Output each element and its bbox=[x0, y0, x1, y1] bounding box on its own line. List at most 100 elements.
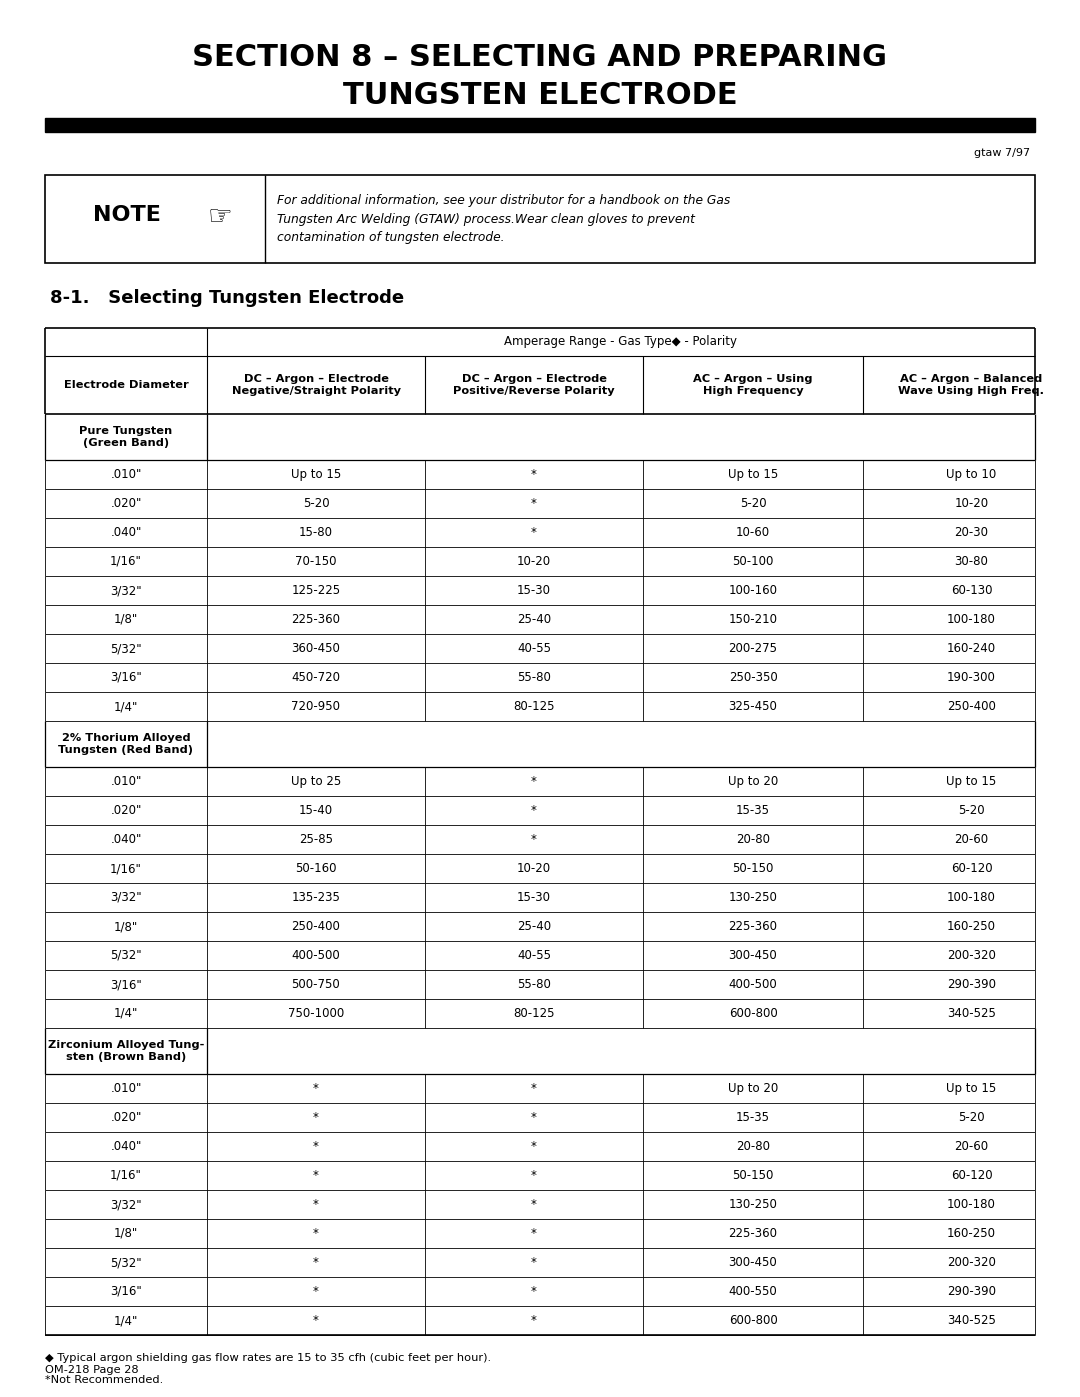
Text: 100-180: 100-180 bbox=[947, 1199, 996, 1211]
Text: OM-218 Page 28: OM-218 Page 28 bbox=[45, 1365, 138, 1375]
Text: Up to 20: Up to 20 bbox=[728, 1083, 778, 1095]
Text: 3/32": 3/32" bbox=[110, 1199, 141, 1211]
Text: 160-240: 160-240 bbox=[947, 643, 996, 655]
Text: 5/32": 5/32" bbox=[110, 643, 141, 655]
Text: .040": .040" bbox=[110, 1140, 141, 1153]
Text: *: * bbox=[531, 833, 537, 847]
Text: 450-720: 450-720 bbox=[292, 671, 340, 685]
Bar bbox=[45, 175, 1035, 263]
Text: 15-40: 15-40 bbox=[299, 805, 333, 817]
Text: *: * bbox=[313, 1315, 319, 1327]
Text: 100-180: 100-180 bbox=[947, 613, 996, 626]
Text: *: * bbox=[531, 1169, 537, 1182]
Text: Amperage Range - Gas Type◆ - Polarity: Amperage Range - Gas Type◆ - Polarity bbox=[504, 335, 738, 348]
Text: Up to 15: Up to 15 bbox=[291, 468, 341, 481]
Text: 5-20: 5-20 bbox=[958, 805, 985, 817]
Text: 160-250: 160-250 bbox=[947, 1227, 996, 1241]
Text: 80-125: 80-125 bbox=[513, 700, 555, 712]
Text: 15-30: 15-30 bbox=[517, 584, 551, 597]
Text: Up to 25: Up to 25 bbox=[291, 775, 341, 788]
Text: 3/16": 3/16" bbox=[110, 1285, 141, 1298]
Text: Up to 15: Up to 15 bbox=[946, 775, 997, 788]
Text: *: * bbox=[313, 1285, 319, 1298]
Text: 600-800: 600-800 bbox=[729, 1007, 778, 1020]
Text: .020": .020" bbox=[110, 1111, 141, 1125]
Text: 1/4": 1/4" bbox=[113, 1007, 138, 1020]
Text: 190-300: 190-300 bbox=[947, 671, 996, 685]
Text: 1/4": 1/4" bbox=[113, 1315, 138, 1327]
Text: 20-80: 20-80 bbox=[735, 833, 770, 847]
Text: *: * bbox=[531, 1083, 537, 1095]
Text: *: * bbox=[313, 1256, 319, 1268]
Text: ☞: ☞ bbox=[207, 203, 232, 231]
Text: *: * bbox=[531, 775, 537, 788]
Text: 1/16": 1/16" bbox=[110, 862, 141, 875]
Text: 20-30: 20-30 bbox=[955, 527, 988, 539]
Text: .020": .020" bbox=[110, 805, 141, 817]
Text: .040": .040" bbox=[110, 527, 141, 539]
Text: DC – Argon – Electrode
Positive/Reverse Polarity: DC – Argon – Electrode Positive/Reverse … bbox=[454, 373, 615, 397]
Text: 10-20: 10-20 bbox=[517, 555, 551, 569]
Text: 70-150: 70-150 bbox=[295, 555, 337, 569]
Text: Zirconium Alloyed Tung-
sten (Brown Band): Zirconium Alloyed Tung- sten (Brown Band… bbox=[48, 1039, 204, 1062]
Text: 2% Thorium Alloyed
Tungsten (Red Band): 2% Thorium Alloyed Tungsten (Red Band) bbox=[58, 732, 193, 756]
Text: 300-450: 300-450 bbox=[729, 949, 778, 963]
Text: ◆ Typical argon shielding gas flow rates are 15 to 35 cfh (cubic feet per hour).: ◆ Typical argon shielding gas flow rates… bbox=[45, 1354, 491, 1363]
Text: 5-20: 5-20 bbox=[958, 1111, 985, 1125]
Text: 200-320: 200-320 bbox=[947, 949, 996, 963]
Text: 400-500: 400-500 bbox=[292, 949, 340, 963]
Text: 340-525: 340-525 bbox=[947, 1007, 996, 1020]
Text: 125-225: 125-225 bbox=[292, 584, 340, 597]
Text: 225-360: 225-360 bbox=[729, 1227, 778, 1241]
Text: 1/4": 1/4" bbox=[113, 700, 138, 712]
Bar bbox=[45, 117, 1035, 131]
Text: *: * bbox=[531, 1256, 537, 1268]
Text: *: * bbox=[313, 1083, 319, 1095]
Text: 225-360: 225-360 bbox=[729, 921, 778, 933]
Text: 3/32": 3/32" bbox=[110, 891, 141, 904]
Text: 290-390: 290-390 bbox=[947, 1285, 996, 1298]
Text: 1/16": 1/16" bbox=[110, 1169, 141, 1182]
Text: *: * bbox=[531, 468, 537, 481]
Text: 15-30: 15-30 bbox=[517, 891, 551, 904]
Text: 10-20: 10-20 bbox=[955, 497, 988, 510]
Text: 130-250: 130-250 bbox=[729, 1199, 778, 1211]
Text: *: * bbox=[531, 1285, 537, 1298]
Text: 225-360: 225-360 bbox=[292, 613, 340, 626]
Text: Up to 15: Up to 15 bbox=[946, 1083, 997, 1095]
Text: 100-180: 100-180 bbox=[947, 891, 996, 904]
Text: 10-60: 10-60 bbox=[735, 527, 770, 539]
Text: 15-35: 15-35 bbox=[735, 1111, 770, 1125]
Text: 1/8": 1/8" bbox=[113, 613, 138, 626]
Text: 5/32": 5/32" bbox=[110, 949, 141, 963]
Text: .020": .020" bbox=[110, 497, 141, 510]
Text: 250-400: 250-400 bbox=[292, 921, 340, 933]
Text: *: * bbox=[531, 805, 537, 817]
Text: *: * bbox=[531, 1111, 537, 1125]
Text: 150-210: 150-210 bbox=[729, 613, 778, 626]
Text: 55-80: 55-80 bbox=[517, 978, 551, 990]
Text: 20-60: 20-60 bbox=[955, 833, 988, 847]
Text: 1/16": 1/16" bbox=[110, 555, 141, 569]
Text: 5-20: 5-20 bbox=[740, 497, 767, 510]
Text: 130-250: 130-250 bbox=[729, 891, 778, 904]
Text: 290-390: 290-390 bbox=[947, 978, 996, 990]
Text: 400-550: 400-550 bbox=[729, 1285, 778, 1298]
Text: 10-20: 10-20 bbox=[517, 862, 551, 875]
Text: *: * bbox=[313, 1227, 319, 1241]
Text: 80-125: 80-125 bbox=[513, 1007, 555, 1020]
Text: 250-350: 250-350 bbox=[729, 671, 778, 685]
Text: 500-750: 500-750 bbox=[292, 978, 340, 990]
Text: 100-160: 100-160 bbox=[729, 584, 778, 597]
Text: 50-160: 50-160 bbox=[295, 862, 337, 875]
Text: *Not Recommended.: *Not Recommended. bbox=[45, 1375, 163, 1384]
Text: *: * bbox=[313, 1199, 319, 1211]
Text: 20-60: 20-60 bbox=[955, 1140, 988, 1153]
Text: 40-55: 40-55 bbox=[517, 949, 551, 963]
Text: 20-80: 20-80 bbox=[735, 1140, 770, 1153]
Text: 50-150: 50-150 bbox=[732, 1169, 773, 1182]
Text: TUNGSTEN ELECTRODE: TUNGSTEN ELECTRODE bbox=[342, 81, 738, 109]
Text: *: * bbox=[313, 1169, 319, 1182]
Text: *: * bbox=[531, 1227, 537, 1241]
Text: Up to 15: Up to 15 bbox=[728, 468, 778, 481]
